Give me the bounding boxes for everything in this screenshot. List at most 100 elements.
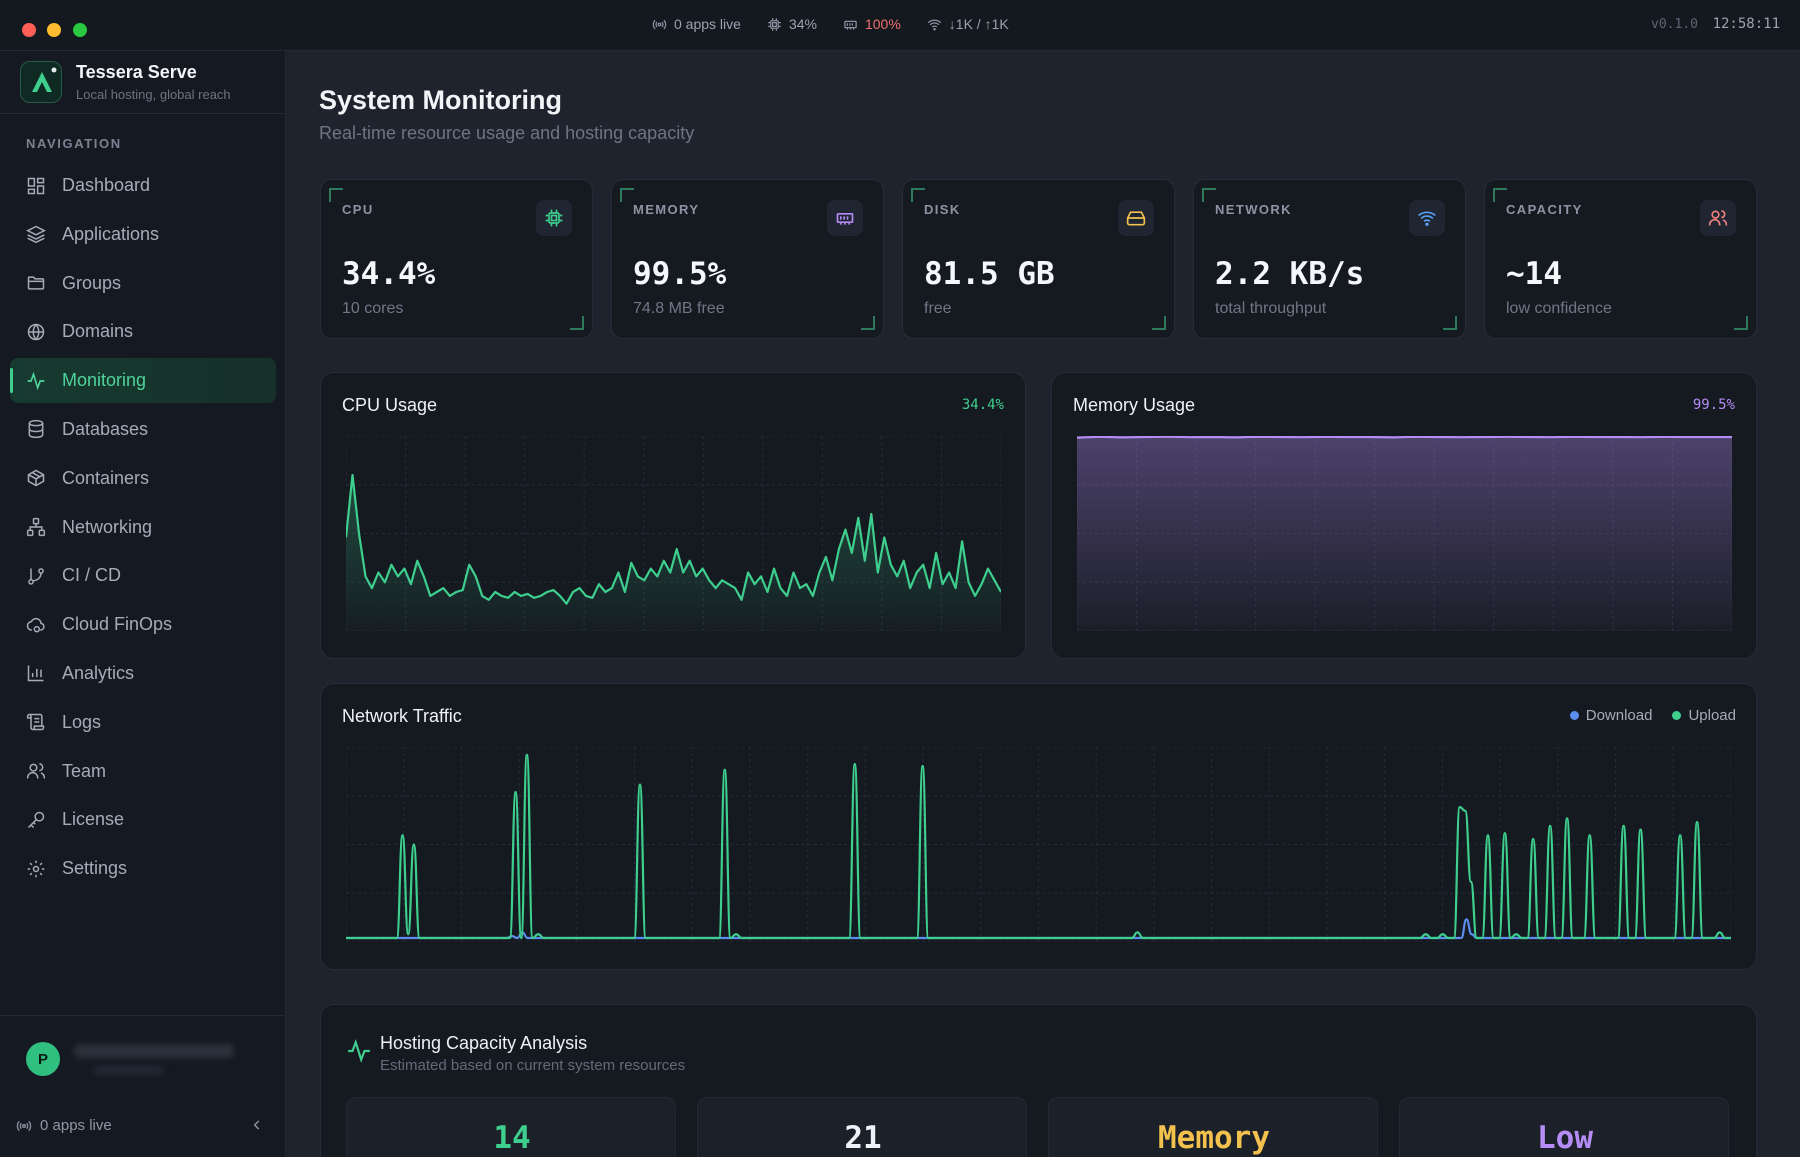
page-subtitle: Real-time resource usage and hosting cap…: [319, 123, 695, 143]
sidebar-item-groups[interactable]: Groups: [10, 261, 276, 306]
sidebar-item-analytics[interactable]: Analytics: [10, 651, 276, 696]
network-icon: [26, 517, 46, 537]
users-icon: [1708, 210, 1728, 226]
brand-name: Tessera Serve: [76, 62, 197, 82]
stat-value: 34.4%: [342, 256, 436, 292]
cpu-icon: [768, 17, 781, 31]
stat-sub: total throughput: [1215, 300, 1327, 317]
sidebar-item-logs[interactable]: Logs: [10, 700, 276, 745]
sidebar-item-label: Groups: [62, 272, 122, 293]
stat-value: ~14: [1506, 256, 1562, 292]
sidebar-item-label: Applications: [62, 223, 160, 244]
sidebar-item-label: Logs: [62, 711, 102, 732]
sidebar-item-label: License: [62, 809, 125, 830]
activity-icon: [27, 371, 45, 390]
sidebar-item-label: Monitoring: [62, 370, 147, 391]
memory-usage-panel: Memory Usage 99.5%: [1051, 372, 1757, 659]
legend-swatch: [1672, 711, 1682, 720]
stat-card-memory: MEMORY 99.5% 74.8 MB free: [611, 179, 884, 339]
status-cpu-text: 34%: [788, 16, 817, 32]
avatar: P: [26, 1042, 60, 1076]
panel-title: Memory Usage: [1073, 395, 1196, 415]
scroll-icon: [26, 714, 45, 731]
stat-value: 2.2 KB/s: [1215, 256, 1365, 292]
nav-list: Dashboard Applications Groups Domains Mo…: [10, 163, 276, 895]
sidebar-item-domains[interactable]: Domains: [10, 309, 276, 354]
capacity-value: Memory: [1158, 1120, 1270, 1156]
sidebar-item-applications[interactable]: Applications: [10, 212, 276, 257]
stat-card-capacity: CAPACITY ~14 low confidence: [1484, 179, 1757, 339]
divider: [0, 1015, 286, 1016]
stat-card-cpu: CPU 34.4% 10 cores: [320, 179, 593, 339]
layers-icon: [26, 225, 46, 244]
user-info-redacted: [74, 1043, 234, 1075]
sidebar-item-settings[interactable]: Settings: [10, 846, 276, 891]
sidebar-item-label: Team: [62, 760, 107, 781]
capacity-value: Low: [1537, 1120, 1593, 1156]
close-window-button[interactable]: [22, 23, 36, 37]
minimize-window-button[interactable]: [47, 23, 61, 37]
sidebar-item-cloud-finops[interactable]: Cloud FinOps: [10, 602, 276, 647]
stat-icon-wrap: [827, 200, 863, 236]
capacity-card: 14: [346, 1097, 676, 1157]
sidebar-item-label: Cloud FinOps: [62, 614, 173, 635]
stat-value: 81.5 GB: [924, 256, 1055, 292]
box-icon: [27, 469, 45, 487]
bar-chart-icon: [27, 665, 44, 682]
legend-swatch: [1569, 711, 1579, 720]
user-profile[interactable]: P: [26, 1042, 234, 1076]
status-memory: 100%: [843, 16, 901, 32]
title-bar: 0 apps live 34% 100% ↓1K / ↑1K v0.1.0 12…: [0, 0, 1800, 51]
collapse-sidebar-icon[interactable]: [250, 1118, 264, 1132]
maximize-window-button[interactable]: [73, 23, 87, 37]
memory-series-line: [1077, 436, 1732, 439]
memory-icon: [844, 20, 857, 29]
clock: 12:58:11: [1712, 16, 1780, 32]
key-icon: [27, 811, 45, 828]
stat-label: CAPACITY: [1506, 202, 1583, 217]
legend-label: Download: [1585, 707, 1653, 724]
stat-label: NETWORK: [1215, 202, 1292, 217]
main-content: System Monitoring Real-time resource usa…: [287, 51, 1800, 1157]
sidebar-footer-status: 0 apps live: [16, 1117, 112, 1134]
panel-title: Network Traffic: [342, 706, 462, 726]
sidebar-item-team[interactable]: Team: [10, 749, 276, 794]
sidebar-item-monitoring[interactable]: Monitoring: [10, 358, 276, 404]
sidebar-item-cicd[interactable]: CI / CD: [10, 553, 276, 598]
chart-legend: Download Upload: [1569, 707, 1736, 724]
stat-icon-wrap: [1700, 200, 1736, 236]
network-traffic-panel: Network Traffic Download Upload: [320, 683, 1757, 970]
cpu-icon: [545, 209, 563, 227]
sidebar-item-databases[interactable]: Databases: [10, 407, 276, 452]
status-apps-text: 0 apps live: [674, 16, 741, 32]
sidebar-item-label: Databases: [62, 418, 149, 439]
memory-current-value: 99.5%: [1692, 397, 1735, 413]
stat-label: CPU: [342, 202, 374, 217]
nav-heading: NAVIGATION: [26, 136, 122, 151]
sidebar-item-label: Dashboard: [62, 175, 151, 195]
sidebar-item-containers[interactable]: Containers: [10, 456, 276, 501]
wifi-icon: [927, 19, 941, 30]
legend-upload[interactable]: Upload: [1672, 707, 1736, 724]
stat-card-network: NETWORK 2.2 KB/s total throughput: [1193, 179, 1466, 339]
sidebar-item-license[interactable]: License: [10, 797, 276, 842]
stat-icon-wrap: [1409, 200, 1445, 236]
gear-icon: [27, 860, 45, 877]
memory-series-area: [1077, 436, 1732, 631]
brand[interactable]: Tessera Serve Local hosting, global reac…: [20, 61, 231, 103]
page-title: System Monitoring: [319, 85, 563, 115]
cpu-series-area: [346, 475, 1001, 631]
sidebar-item-dashboard[interactable]: Dashboard: [10, 163, 276, 208]
stat-sub: 74.8 MB free: [633, 300, 725, 317]
stat-card-disk: DISK 81.5 GB free: [902, 179, 1175, 339]
sidebar-item-label: Containers: [62, 467, 150, 488]
cpu-usage-chart: [346, 436, 1001, 631]
stat-icon-wrap: [1118, 200, 1154, 236]
users-icon: [26, 763, 46, 779]
legend-download[interactable]: Download: [1569, 707, 1653, 724]
memory-usage-chart: [1077, 436, 1732, 631]
sidebar-item-networking[interactable]: Networking: [10, 505, 276, 550]
capacity-value: 14: [493, 1120, 531, 1156]
network-traffic-chart: [346, 747, 1731, 942]
brand-tagline: Local hosting, global reach: [76, 87, 231, 102]
